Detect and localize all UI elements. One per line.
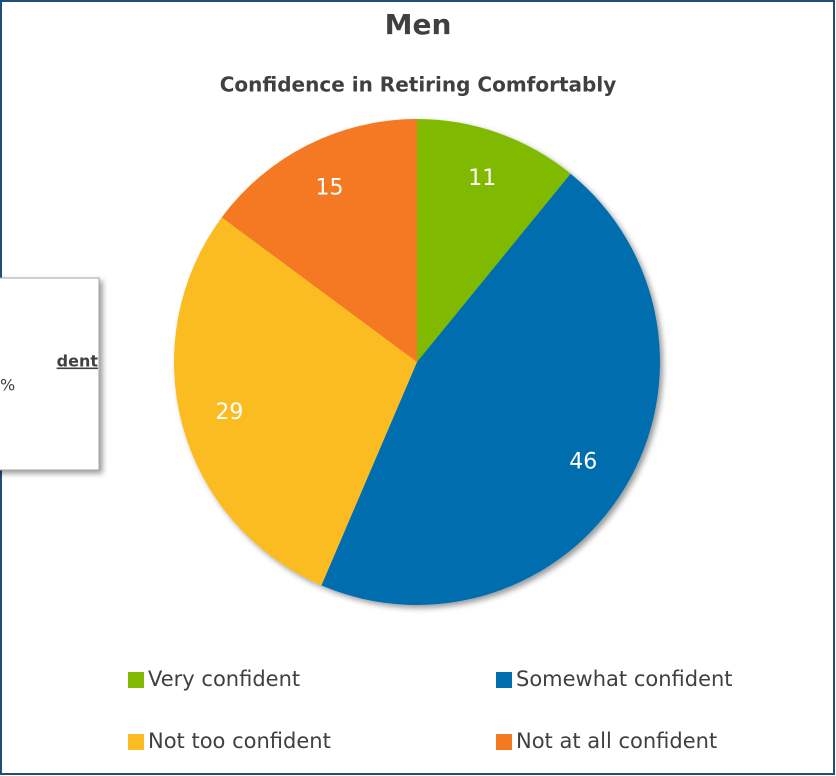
legend-label: Somewhat confident (516, 667, 733, 691)
data-label: 15 (316, 175, 344, 200)
pie-slice (321, 173, 660, 605)
callout-text: % (0, 376, 15, 395)
data-label: 46 (569, 450, 597, 475)
pie (173, 119, 660, 605)
pie-slice (173, 217, 417, 586)
data-labels: 11 46 29 15 (215, 166, 597, 475)
legend-label: Very confident (148, 667, 300, 691)
chart-title: Men (385, 8, 452, 41)
chart-subtitle: Confidence in Retiring Comfortably (220, 73, 616, 97)
legend-swatch (496, 672, 512, 688)
pie-slice (417, 119, 571, 362)
data-label: 29 (215, 400, 243, 425)
legend-label: Not at all confident (516, 729, 717, 753)
legend-swatch (128, 672, 144, 688)
pie-slice (221, 119, 417, 362)
callout-title: dent (57, 352, 99, 371)
data-label: 11 (468, 166, 496, 191)
legend-swatch (496, 734, 512, 750)
legend-label: Not too confident (148, 729, 331, 753)
legend: Very confident Somewhat confident Not too … (128, 667, 733, 753)
callout-box (0, 277, 100, 471)
legend-swatch (128, 734, 144, 750)
